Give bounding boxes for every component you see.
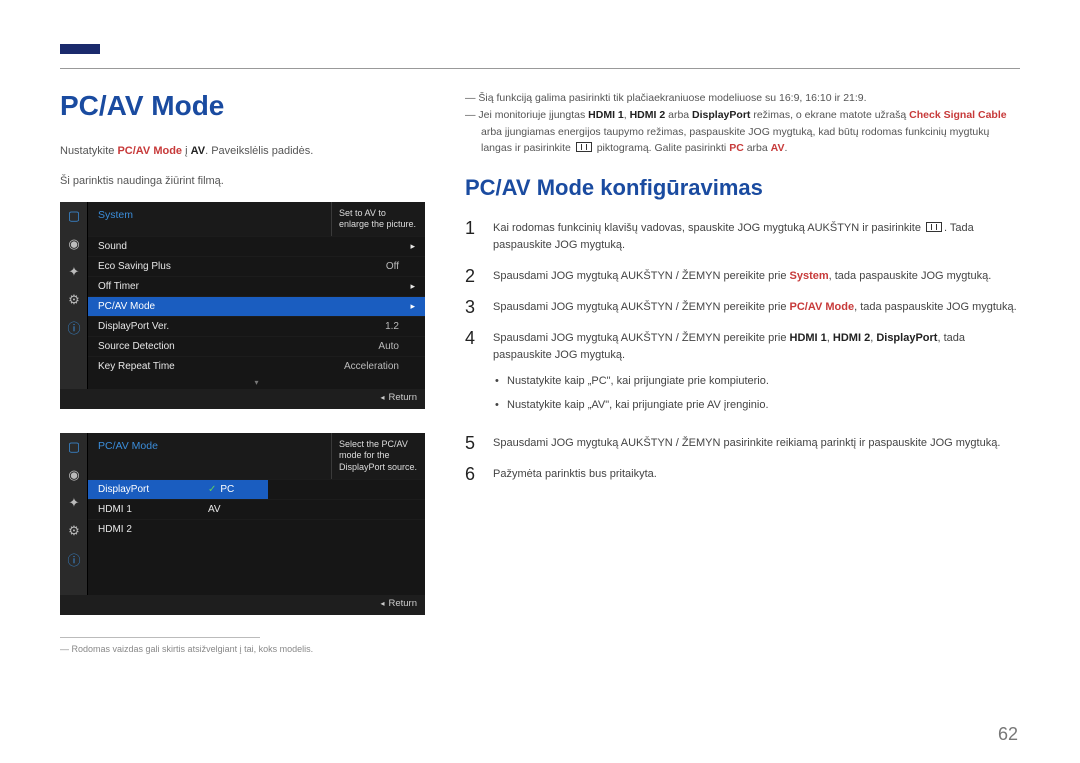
- text: į: [182, 145, 191, 157]
- osd-sidebar: ▢ ◉ ✦ ⚙ ⓘ: [60, 433, 88, 595]
- section-heading: PC/AV Mode konfigūravimas: [465, 175, 1020, 201]
- osd-menu-row: PC/AV Mode▸: [88, 296, 425, 316]
- osd-menu-row: Source DetectionAuto: [88, 336, 425, 356]
- accent-text: PC/AV Mode: [117, 145, 182, 157]
- header-rule: [60, 68, 1020, 69]
- sub-item: Nustatykite kaip „PC", kai prijungiate p…: [493, 370, 1020, 393]
- step-item: Spausdami JOG mygtuką AUKŠTYN / ŽEMYN pe…: [465, 292, 1020, 323]
- osd-side-icon: ▢: [60, 202, 88, 230]
- header-accent-bar: [60, 44, 100, 54]
- sub-item: Nustatykite kaip „AV", kai prijungiate p…: [493, 394, 1020, 417]
- left-column: PC/AV Mode Nustatykite PC/AV Mode į AV. …: [60, 90, 425, 743]
- steps-list: Kai rodomas funkcinių klavišų vadovas, s…: [465, 213, 1020, 489]
- bold-text: DisplayPort: [876, 332, 937, 344]
- page-number: 62: [998, 724, 1018, 745]
- osd-return-label: Return: [388, 392, 417, 403]
- menu-icon: [926, 222, 942, 232]
- text: , tada paspauskite JOG mygtuką.: [829, 270, 992, 282]
- osd-menu-row: Off Timer▸: [88, 276, 425, 296]
- text: .: [784, 142, 787, 154]
- step-item: Pažymėta parinktis bus pritaikyta.: [465, 459, 1020, 490]
- osd-menu-row: Eco Saving PlusOff: [88, 256, 425, 276]
- sub-list: Nustatykite kaip „PC", kai prijungiate p…: [493, 370, 1020, 416]
- osd-menu-row: Sound▸: [88, 236, 425, 256]
- osd-tip: Select the PC/AV mode for the DisplayPor…: [331, 433, 425, 479]
- osd-scroll-indicator: ▾: [88, 376, 425, 389]
- osd-tip: Set to AV to enlarge the picture.: [331, 202, 425, 237]
- osd-title: PC/AV Mode: [88, 433, 331, 479]
- accent-text: AV: [771, 142, 785, 154]
- text: Spausdami JOG mygtuką AUKŠTYN / ŽEMYN pe…: [493, 332, 790, 344]
- osd-menu-row: DisplayPort✓PC: [88, 479, 425, 499]
- bold-text: HDMI 1: [588, 109, 624, 121]
- text: arba: [665, 109, 692, 121]
- osd-return-label: Return: [388, 598, 417, 609]
- bold-text: AV: [191, 145, 205, 157]
- text: režimas, o ekrane matote užrašą: [750, 109, 909, 121]
- bold-text: HDMI 2: [630, 109, 666, 121]
- text: Kai rodomas funkcinių klavišų vadovas, s…: [493, 222, 924, 234]
- text: . Paveikslėlis padidės.: [205, 145, 313, 157]
- osd-side-icon: ✦: [60, 489, 88, 517]
- osd-screenshot-system: ▢ ◉ ✦ ⚙ ⓘ System Set to AV to enlarge th…: [60, 202, 425, 410]
- osd-footer: ◂Return: [60, 389, 425, 409]
- text: Šią funkciją galima pasirinkti tik plači…: [478, 92, 866, 104]
- accent-text: System: [790, 270, 829, 282]
- bold-text: HDMI 2: [833, 332, 870, 344]
- osd-side-icon: ▢: [60, 433, 88, 461]
- intro-line-2: Ši parinktis naudinga žiūrint filmą.: [60, 172, 425, 192]
- step-item: Spausdami JOG mygtuką AUKŠTYN / ŽEMYN pa…: [465, 428, 1020, 459]
- osd-title: System: [88, 202, 331, 237]
- text: Spausdami JOG mygtuką AUKŠTYN / ŽEMYN pe…: [493, 270, 790, 282]
- osd-side-icon: ✦: [60, 258, 88, 286]
- intro-line-1: Nustatykite PC/AV Mode į AV. Paveikslėli…: [60, 142, 425, 162]
- osd-menu-row: HDMI 2: [88, 519, 425, 539]
- menu-icon: [576, 142, 592, 152]
- footnote-rule: [60, 637, 260, 638]
- osd-menu-row: Key Repeat TimeAcceleration: [88, 356, 425, 376]
- osd-side-icon: ⚙: [60, 517, 88, 545]
- top-notes: Šią funkciją galima pasirinkti tik plači…: [465, 90, 1020, 157]
- osd-sidebar: ▢ ◉ ✦ ⚙ ⓘ: [60, 202, 88, 390]
- text: arba: [744, 142, 771, 154]
- bold-text: HDMI 1: [790, 332, 827, 344]
- osd-side-icon: ⚙: [60, 286, 88, 314]
- step-item: Spausdami JOG mygtuką AUKŠTYN / ŽEMYN pe…: [465, 261, 1020, 292]
- osd-side-icon: ◉: [60, 461, 88, 489]
- accent-text: Check Signal Cable: [909, 109, 1006, 121]
- accent-text: PC/AV Mode: [790, 301, 855, 313]
- text: piktogramą. Galite pasirinkti: [594, 142, 729, 154]
- page-content: PC/AV Mode Nustatykite PC/AV Mode į AV. …: [60, 90, 1020, 743]
- osd-side-icon: ⓘ: [60, 545, 88, 573]
- osd-footer: ◂Return: [60, 595, 425, 615]
- osd-menu-row: DisplayPort Ver.1.2: [88, 316, 425, 336]
- right-column: Šią funkciją galima pasirinkti tik plači…: [465, 90, 1020, 743]
- step-item: Kai rodomas funkcinių klavišų vadovas, s…: [465, 213, 1020, 261]
- osd-menu-row: HDMI 1AV: [88, 499, 425, 519]
- osd-side-icon: ◉: [60, 230, 88, 258]
- text: Spausdami JOG mygtuką AUKŠTYN / ŽEMYN pe…: [493, 301, 790, 313]
- note-line: Šią funkciją galima pasirinkti tik plači…: [465, 90, 1020, 107]
- page-title: PC/AV Mode: [60, 90, 425, 122]
- note-line: Jei monitoriuje įjungtas HDMI 1, HDMI 2 …: [465, 107, 1020, 157]
- bold-text: DisplayPort: [692, 109, 750, 121]
- osd-side-icon: ⓘ: [60, 314, 88, 342]
- step-item: Spausdami JOG mygtuką AUKŠTYN / ŽEMYN pe…: [465, 323, 1020, 427]
- text: , tada paspauskite JOG mygtuką.: [854, 301, 1017, 313]
- osd-screenshot-pcav: ▢ ◉ ✦ ⚙ ⓘ PC/AV Mode Select the PC/AV mo…: [60, 433, 425, 615]
- footnote-text: Rodomas vaizdas gali skirtis atsižvelgia…: [60, 644, 425, 654]
- text: Jei monitoriuje įjungtas: [478, 109, 588, 121]
- text: Nustatykite: [60, 145, 117, 157]
- accent-text: PC: [729, 142, 744, 154]
